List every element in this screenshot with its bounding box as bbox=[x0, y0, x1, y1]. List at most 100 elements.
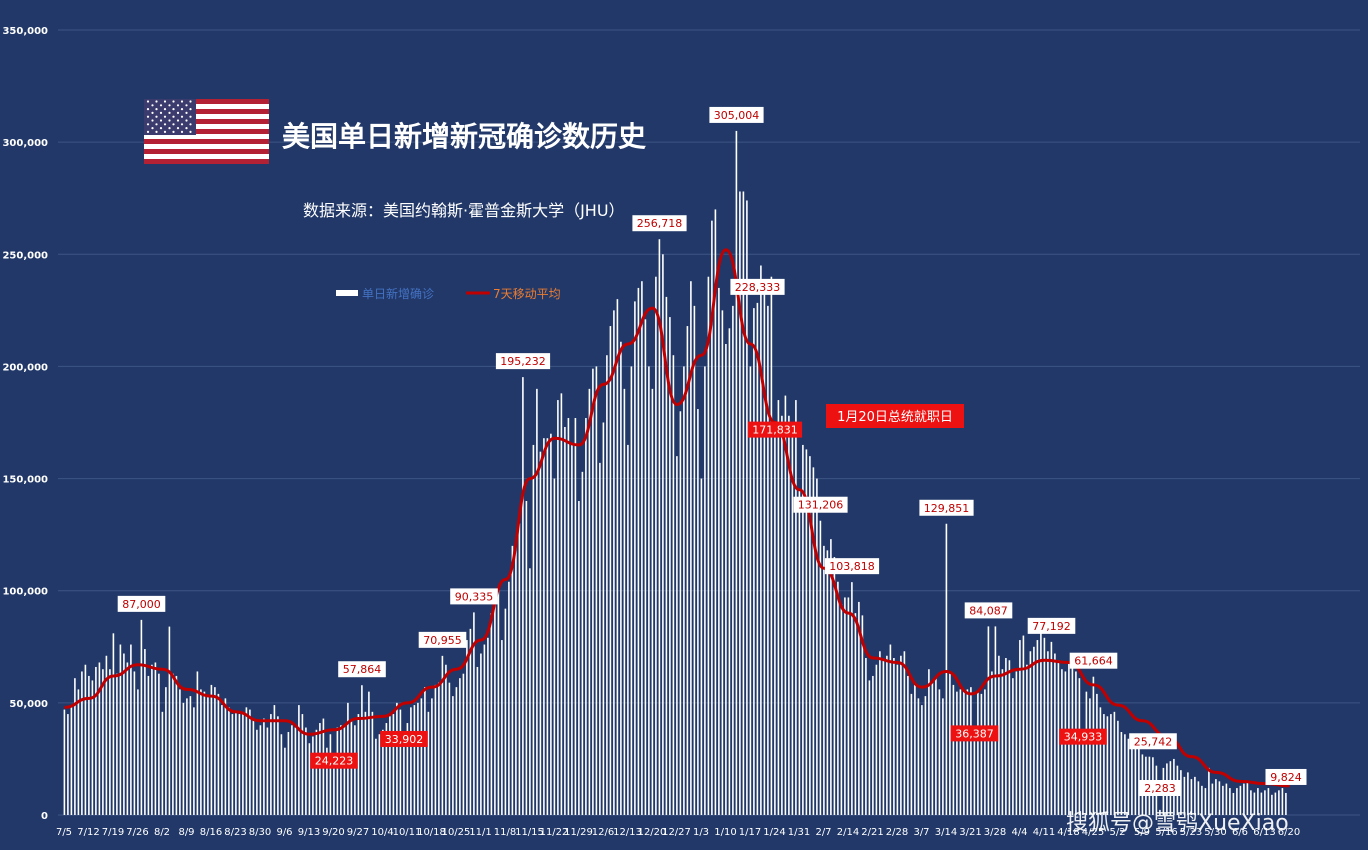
x-tick-label: 4/11 bbox=[1033, 827, 1055, 838]
data-label-text: 70,955 bbox=[423, 634, 462, 647]
daily-case-bar bbox=[935, 678, 937, 815]
data-labels: 87,000 24,223 57,864 33,902 70,955 90,335 195,… bbox=[117, 106, 1307, 796]
x-tick-label: 7/26 bbox=[126, 827, 148, 838]
daily-case-bar bbox=[473, 612, 475, 815]
daily-case-bar bbox=[375, 738, 377, 815]
daily-case-bar bbox=[952, 684, 955, 815]
daily-case-bar bbox=[287, 732, 290, 815]
x-tick-label: 10/4 bbox=[371, 827, 393, 838]
daily-case-bar bbox=[161, 711, 164, 815]
daily-case-bar bbox=[77, 689, 80, 815]
daily-case-bar bbox=[1180, 770, 1182, 815]
daily-case-bar bbox=[875, 664, 878, 815]
daily-case-bar bbox=[924, 696, 927, 815]
daily-case-bar bbox=[945, 523, 948, 815]
daily-case-bar bbox=[1050, 641, 1053, 815]
daily-case-bar bbox=[662, 254, 664, 816]
daily-case-bar bbox=[1008, 660, 1011, 815]
daily-case-bar bbox=[588, 388, 591, 815]
daily-case-bar bbox=[221, 705, 223, 815]
y-tick-label: 150,000 bbox=[2, 475, 48, 486]
daily-case-bar bbox=[1222, 785, 1224, 815]
daily-case-bar bbox=[217, 693, 220, 815]
daily-case-bar bbox=[886, 655, 888, 815]
daily-case-bar bbox=[1278, 790, 1280, 815]
data-label-text: 77,192 bbox=[1032, 620, 1071, 633]
daily-case-bar bbox=[469, 628, 472, 815]
daily-case-bar bbox=[616, 299, 619, 816]
daily-case-bar bbox=[175, 675, 178, 815]
daily-case-bar bbox=[291, 725, 293, 815]
daily-case-bar bbox=[1096, 693, 1098, 815]
daily-case-bar bbox=[1264, 790, 1266, 815]
daily-case-bar bbox=[1260, 792, 1263, 815]
daily-case-bar bbox=[756, 302, 759, 815]
daily-case-bar bbox=[949, 673, 951, 815]
daily-case-bar bbox=[956, 691, 958, 815]
daily-case-bar bbox=[357, 714, 360, 815]
daily-case-bar bbox=[126, 662, 129, 815]
daily-case-bar bbox=[798, 489, 801, 815]
daily-case-bar bbox=[984, 689, 986, 815]
x-tick-label: 2/21 bbox=[861, 827, 883, 838]
daily-case-bar bbox=[697, 409, 699, 815]
daily-case-bar bbox=[1236, 788, 1238, 815]
daily-case-bar bbox=[718, 287, 720, 815]
daily-case-bar bbox=[858, 601, 860, 815]
daily-case-bar bbox=[466, 640, 468, 815]
daily-case-bar bbox=[1187, 772, 1189, 815]
daily-case-bar bbox=[207, 696, 209, 815]
daily-case-bar bbox=[389, 716, 391, 815]
daily-case-bar bbox=[224, 698, 227, 815]
daily-case-bar bbox=[84, 664, 87, 815]
data-label-text: 305,004 bbox=[714, 109, 760, 122]
data-label: 36,387 bbox=[950, 725, 999, 742]
daily-case-bar bbox=[994, 626, 997, 815]
daily-case-bar bbox=[1257, 788, 1259, 815]
x-tick-label: 1/3 bbox=[693, 827, 709, 838]
daily-case-bar bbox=[910, 693, 913, 815]
data-label: 228,333 bbox=[730, 278, 785, 295]
daily-case-bar bbox=[1103, 714, 1105, 815]
daily-case-bar bbox=[270, 714, 272, 815]
daily-case-bar bbox=[249, 709, 251, 815]
daily-case-bar bbox=[732, 305, 734, 815]
daily-case-bar bbox=[595, 366, 598, 815]
daily-case-bar bbox=[441, 655, 444, 815]
daily-case-bar bbox=[427, 711, 430, 815]
daily-case-bar bbox=[259, 725, 262, 815]
daily-case-bar bbox=[700, 478, 703, 815]
x-tick-label: 2/14 bbox=[837, 827, 859, 838]
daily-case-bar bbox=[564, 426, 566, 815]
daily-case-bar bbox=[1089, 698, 1091, 815]
daily-case-bar bbox=[1131, 740, 1133, 815]
x-tick-label: 12/20 bbox=[638, 827, 667, 838]
x-tick-label: 5/2 bbox=[1109, 827, 1125, 838]
daily-case-bar bbox=[242, 714, 244, 815]
daily-case-bar bbox=[938, 689, 941, 815]
data-label-text: 195,232 bbox=[500, 355, 546, 368]
legend-bars-label: 单日新增确诊 bbox=[362, 286, 434, 301]
daily-case-bar bbox=[1082, 736, 1084, 815]
daily-case-bar bbox=[490, 613, 493, 815]
daily-case-bar bbox=[784, 395, 787, 815]
daily-case-bar bbox=[711, 220, 713, 816]
daily-case-bar bbox=[326, 747, 328, 815]
daily-case-bar bbox=[1015, 671, 1018, 815]
y-tick-label: 0 bbox=[41, 811, 48, 822]
daily-case-bar bbox=[1092, 676, 1095, 815]
x-tick-label: 6/20 bbox=[1278, 827, 1300, 838]
daily-case-bar bbox=[1005, 658, 1007, 815]
daily-case-bar bbox=[1078, 678, 1081, 815]
daily-case-bar bbox=[532, 444, 535, 815]
daily-case-bar bbox=[651, 388, 654, 815]
daily-case-bar bbox=[844, 597, 846, 815]
data-label: 33,902 bbox=[380, 730, 428, 747]
daily-case-bar bbox=[763, 290, 766, 816]
daily-case-bar bbox=[200, 689, 202, 815]
data-label: 34,933 bbox=[1059, 728, 1107, 745]
daily-case-bar bbox=[147, 675, 150, 815]
daily-case-bar bbox=[721, 310, 724, 815]
daily-case-bar bbox=[851, 582, 853, 815]
data-label: 90,335 bbox=[450, 588, 498, 605]
